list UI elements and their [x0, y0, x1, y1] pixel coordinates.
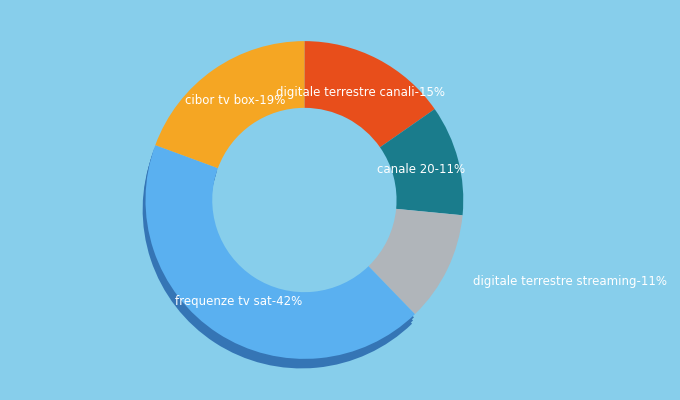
Wedge shape — [143, 155, 412, 368]
Wedge shape — [143, 152, 413, 365]
Text: digitale terrestre streaming-11%: digitale terrestre streaming-11% — [473, 275, 667, 288]
Wedge shape — [145, 148, 414, 362]
Text: cibor tv box-19%: cibor tv box-19% — [185, 94, 286, 108]
Wedge shape — [380, 109, 463, 215]
Text: frequenze tv sat-42%: frequenze tv sat-42% — [175, 295, 302, 308]
Wedge shape — [146, 145, 415, 359]
Text: digitale terrestre canali-15%: digitale terrestre canali-15% — [276, 86, 445, 100]
Wedge shape — [305, 41, 435, 147]
Wedge shape — [155, 41, 305, 168]
Text: canale 20-11%: canale 20-11% — [377, 163, 465, 176]
Wedge shape — [369, 209, 462, 314]
